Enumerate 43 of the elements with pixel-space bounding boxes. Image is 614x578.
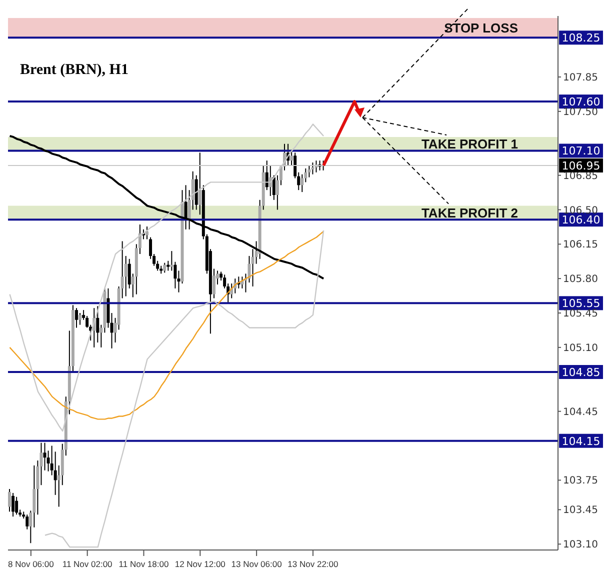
x-tick-label: 11 Nov 18:00 (118, 559, 169, 569)
line-series (44, 230, 324, 548)
y-tick-label: 107.50 (563, 106, 598, 118)
x-tick-label: 8 Nov 06:00 (8, 559, 54, 569)
ref-line-label: 104.85 (562, 366, 600, 379)
candlestick (166, 260, 170, 272)
candlestick (43, 442, 46, 471)
ref-line-label: 105.55 (562, 297, 600, 310)
y-tick-label: 103.45 (563, 505, 598, 516)
candlestick (308, 164, 311, 178)
candlestick (311, 162, 314, 175)
ref-line-label: 104.15 (562, 434, 600, 448)
x-tick-label: 12 Nov 12:00 (174, 559, 226, 569)
candlestick (146, 226, 148, 240)
band-label: TAKE PROFIT 2 (421, 205, 518, 220)
ref-line-label: 107.10 (562, 144, 600, 158)
x-tick-label: 13 Nov 06:00 (231, 559, 282, 569)
x-tick-label: 13 Nov 22:00 (288, 559, 339, 569)
ref-line-label: 106.95 (562, 159, 600, 172)
candlestick (163, 262, 166, 274)
y-tick-label: 105.10 (563, 342, 598, 354)
candlestick (15, 496, 18, 516)
y-tick-label: 106.15 (563, 240, 598, 251)
candlestick (12, 492, 15, 518)
x-tick-label: 11 Nov 02:00 (62, 559, 113, 569)
y-tick-label: 105.80 (563, 274, 598, 286)
candlestick (26, 514, 29, 530)
candlestick (78, 312, 82, 326)
band-label: TAKE PROFIT 1 (421, 136, 518, 152)
ref-line-label: 108.25 (562, 32, 600, 45)
y-tick-label: 105.45 (563, 308, 598, 320)
y-tick-label: 103.10 (563, 540, 598, 551)
y-tick-label: 106.85 (563, 170, 598, 182)
y-tick-label: 107.85 (563, 72, 598, 84)
candlestick (74, 308, 78, 328)
y-tick-label: 104.45 (563, 406, 598, 418)
candlestick (8, 488, 11, 512)
y-tick-label: 103.75 (563, 476, 598, 487)
text: Brent (BRN), H1 (20, 62, 128, 78)
band-label: STOP LOSS (444, 20, 518, 36)
ref-line-label: 106.40 (562, 214, 600, 227)
ref-line-label: 107.60 (562, 96, 600, 109)
line-series (9, 230, 324, 420)
